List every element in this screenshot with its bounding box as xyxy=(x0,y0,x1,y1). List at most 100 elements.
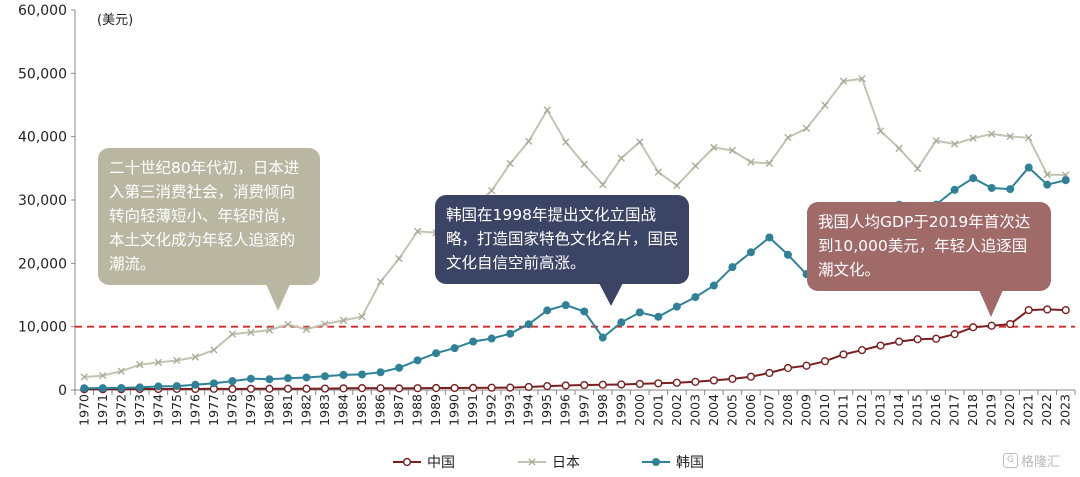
y-axis: 0 10,000 20,000 30,000 40,000 50,000 60,000 xyxy=(18,3,76,399)
y-tick-label: 20,000 xyxy=(18,256,67,272)
x-tick-label: 2016 xyxy=(928,394,943,426)
data-point xyxy=(376,384,385,393)
data-point xyxy=(969,323,978,332)
data-point xyxy=(228,330,237,338)
callout-japan-text: 二十世纪80年代初，日本进入第三消费社会，消费倾向转向轻薄短小、年轻时尚，本土文… xyxy=(109,159,300,273)
x-tick-label: 1987 xyxy=(391,394,406,426)
data-point xyxy=(209,379,218,388)
data-point xyxy=(932,136,940,145)
x-tick-label: 2013 xyxy=(873,394,888,426)
data-point xyxy=(506,329,515,338)
x-tick-label: 1981 xyxy=(280,394,295,426)
legend-label: 中国 xyxy=(427,455,455,471)
data-point xyxy=(80,373,88,381)
data-point xyxy=(691,293,700,302)
y-tick-label: 0 xyxy=(58,383,67,399)
data-point xyxy=(1061,306,1070,315)
data-point xyxy=(802,361,811,370)
data-point xyxy=(394,384,404,393)
x-tick-label: 2022 xyxy=(1039,394,1054,426)
legend: 中国 日本 韩国 xyxy=(393,455,704,471)
data-point xyxy=(969,174,978,183)
data-point xyxy=(154,358,162,367)
data-point xyxy=(617,380,626,389)
legend-marker xyxy=(652,458,660,466)
data-point xyxy=(246,374,255,383)
data-point xyxy=(728,374,737,383)
data-point xyxy=(913,164,922,173)
callout-china-text: 我国人均GDP于2019年首次达到10,000美元，年轻人追逐国潮文化。 xyxy=(818,213,1031,279)
data-point xyxy=(710,143,718,152)
x-tick-label: 2023 xyxy=(1058,394,1073,426)
y-unit-label: (美元) xyxy=(97,13,133,28)
data-point xyxy=(1043,170,1051,179)
data-point xyxy=(746,372,756,381)
data-point xyxy=(117,383,126,392)
x-tick-label: 2012 xyxy=(854,394,869,426)
data-point xyxy=(598,333,607,342)
data-point xyxy=(617,318,626,327)
data-point xyxy=(376,368,385,377)
data-point xyxy=(413,227,422,235)
data-point xyxy=(988,130,996,138)
x-tick-label: 1990 xyxy=(447,394,462,426)
data-point xyxy=(783,363,793,373)
data-point xyxy=(135,383,144,392)
x-tick-label: 1983 xyxy=(317,394,332,426)
x-tick-label: 2004 xyxy=(706,394,721,426)
data-point xyxy=(80,384,89,393)
x-tick-label: 1970 xyxy=(76,394,91,426)
legend-marker xyxy=(402,457,412,467)
data-point xyxy=(525,137,533,145)
x-tick-label: 2005 xyxy=(724,394,739,426)
data-point xyxy=(672,378,681,387)
data-point xyxy=(339,370,348,379)
x-tick-label: 2010 xyxy=(817,394,832,426)
data-point xyxy=(561,381,570,390)
data-point xyxy=(358,370,367,379)
data-point xyxy=(562,138,570,146)
data-point xyxy=(802,124,811,133)
data-point xyxy=(413,384,422,393)
data-point xyxy=(876,341,885,350)
data-point xyxy=(857,345,867,355)
x-axis: 1970 1971 1972 1973 1974 1975 1976 1977 1978 1979… xyxy=(74,389,1076,426)
data-point xyxy=(894,337,904,346)
data-point xyxy=(210,346,218,354)
data-point xyxy=(820,357,830,366)
data-point xyxy=(783,250,792,259)
data-point xyxy=(302,373,311,382)
x-tick-label: 1971 xyxy=(95,394,110,426)
x-tick-label: 1977 xyxy=(206,394,221,426)
x-tick-label: 1995 xyxy=(539,394,554,426)
x-tick-label: 1993 xyxy=(502,394,517,426)
legend-label: 韩国 xyxy=(676,455,704,471)
data-point xyxy=(524,320,533,329)
data-point xyxy=(635,308,644,317)
x-tick-label: 1978 xyxy=(224,394,239,426)
data-point xyxy=(654,379,663,388)
legend-label: 日本 xyxy=(552,455,580,471)
data-point xyxy=(543,306,552,315)
x-tick-label: 1998 xyxy=(595,394,610,426)
data-point xyxy=(765,159,774,168)
brand-logo-icon: G xyxy=(1003,453,1018,468)
data-point xyxy=(247,328,255,336)
x-tick-label: 1972 xyxy=(113,394,128,426)
data-point xyxy=(339,384,348,393)
y-tick-label: 40,000 xyxy=(18,130,67,146)
data-point xyxy=(469,337,478,346)
x-tick-label: 1991 xyxy=(465,394,480,426)
data-point xyxy=(487,383,496,392)
y-tick-label: 50,000 xyxy=(18,66,67,82)
data-point xyxy=(950,140,959,148)
y-tick-label: 60,000 xyxy=(18,3,67,19)
x-tick-label: 1997 xyxy=(576,394,591,426)
data-point xyxy=(487,334,496,343)
data-point xyxy=(395,254,403,263)
data-point xyxy=(932,334,941,343)
data-point xyxy=(617,154,625,162)
callout-korea-pointer xyxy=(599,283,623,306)
data-point xyxy=(691,377,700,386)
data-point xyxy=(543,382,552,391)
